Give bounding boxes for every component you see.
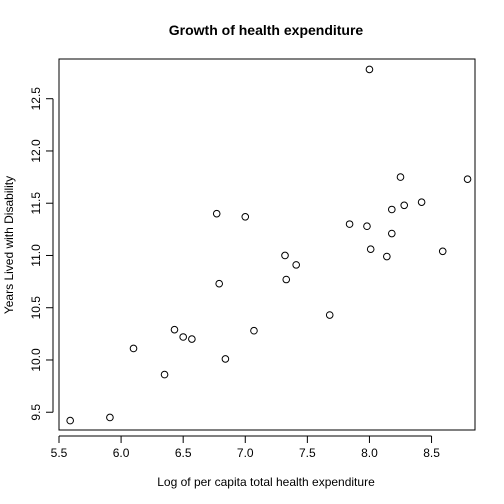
chart-title: Growth of health expenditure (169, 22, 364, 38)
data-point (107, 414, 114, 421)
y-tick-label: 10.5 (29, 296, 43, 320)
data-point (366, 66, 373, 73)
data-point (389, 230, 396, 237)
data-point (130, 345, 137, 352)
data-point (283, 276, 290, 283)
x-axis-label: Log of per capita total health expenditu… (157, 475, 375, 489)
y-axis-label: Years Lived with Disability (2, 176, 16, 314)
x-tick-label: 7.5 (299, 446, 316, 460)
data-point (161, 371, 168, 378)
x-tick-label: 7.0 (237, 446, 254, 460)
y-tick-label: 12.5 (29, 87, 43, 111)
x-tick-label: 5.5 (51, 446, 68, 460)
x-tick-label: 8.5 (423, 446, 440, 460)
data-point (439, 248, 446, 255)
data-points (67, 66, 471, 424)
data-point (464, 176, 471, 183)
y-tick-label: 9.5 (29, 404, 43, 421)
data-point (213, 210, 220, 217)
data-point (364, 223, 371, 230)
data-point (346, 221, 353, 228)
x-tick-label: 6.0 (113, 446, 130, 460)
y-axis: 9.5 10.0 10.5 11.0 11.5 12.0 12.5 (29, 87, 53, 421)
plot-frame (59, 59, 475, 430)
y-tick-label: 10.0 (29, 348, 43, 372)
data-point (180, 334, 187, 341)
data-point (216, 280, 223, 287)
y-tick-label: 11.5 (29, 192, 43, 215)
data-point (389, 206, 396, 213)
data-point (282, 252, 289, 259)
data-point (67, 417, 74, 424)
x-tick-label: 8.0 (361, 446, 378, 460)
data-point (367, 246, 374, 253)
y-tick-label: 12.0 (29, 139, 43, 163)
data-point (293, 262, 300, 269)
data-point (171, 326, 178, 333)
x-axis: 5.5 6.0 6.5 7.0 7.5 8.0 8.5 (51, 436, 441, 460)
data-point (189, 336, 196, 343)
data-point (326, 312, 333, 319)
data-point (251, 327, 258, 334)
data-point (401, 202, 408, 209)
data-point (384, 253, 391, 260)
x-tick-label: 6.5 (175, 446, 192, 460)
data-point (418, 199, 425, 206)
data-point (397, 174, 404, 181)
y-tick-label: 11.0 (29, 244, 43, 267)
data-point (242, 214, 249, 221)
data-point (222, 356, 229, 363)
